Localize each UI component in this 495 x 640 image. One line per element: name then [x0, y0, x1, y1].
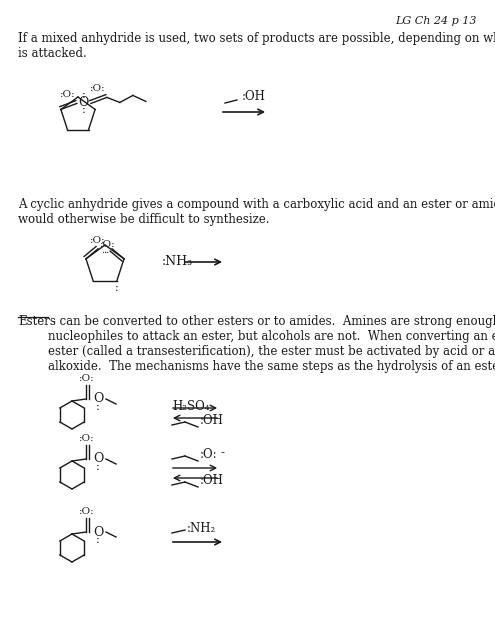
Text: O: O — [93, 392, 103, 406]
Text: :O:: :O: — [60, 90, 76, 99]
Text: O: O — [93, 452, 103, 465]
Text: :: : — [96, 535, 100, 545]
Text: :OH: :OH — [200, 474, 224, 488]
Text: ..: .. — [103, 246, 109, 255]
Text: :O:: :O: — [100, 240, 116, 249]
Text: If a mixed anhydride is used, two sets of products are possible, depending on wh: If a mixed anhydride is used, two sets o… — [18, 32, 495, 60]
Text: :NH₃: :NH₃ — [162, 255, 193, 268]
Text: Esters: Esters — [18, 315, 56, 328]
Text: :: : — [96, 402, 100, 412]
Text: :OH: :OH — [200, 415, 224, 428]
Text: :: : — [82, 106, 86, 115]
Text: -: - — [220, 447, 224, 457]
Text: H₂SO₄: H₂SO₄ — [172, 400, 209, 413]
Text: :: : — [115, 283, 119, 293]
Text: :NH₂: :NH₂ — [187, 522, 216, 534]
Text: :: : — [82, 90, 86, 100]
Text: :O:: :O: — [90, 236, 106, 244]
Text: :OH: :OH — [242, 90, 266, 104]
Text: :: : — [96, 462, 100, 472]
Text: O: O — [93, 525, 103, 538]
Text: LG Ch 24 p 13: LG Ch 24 p 13 — [396, 16, 477, 26]
Text: :O:: :O: — [79, 434, 95, 443]
Text: ..: .. — [101, 246, 107, 255]
Text: :O:: :O: — [90, 84, 105, 93]
Text: :O:: :O: — [200, 449, 218, 461]
Text: O: O — [79, 96, 89, 109]
Text: :O:: :O: — [79, 374, 95, 383]
Text: A cyclic anhydride gives a compound with a carboxylic acid and an ester or amide: A cyclic anhydride gives a compound with… — [18, 198, 495, 226]
Text: :O:: :O: — [79, 507, 95, 516]
Text: - can be converted to other esters or to amides.  Amines are strong enough
nucle: - can be converted to other esters or to… — [48, 315, 495, 373]
